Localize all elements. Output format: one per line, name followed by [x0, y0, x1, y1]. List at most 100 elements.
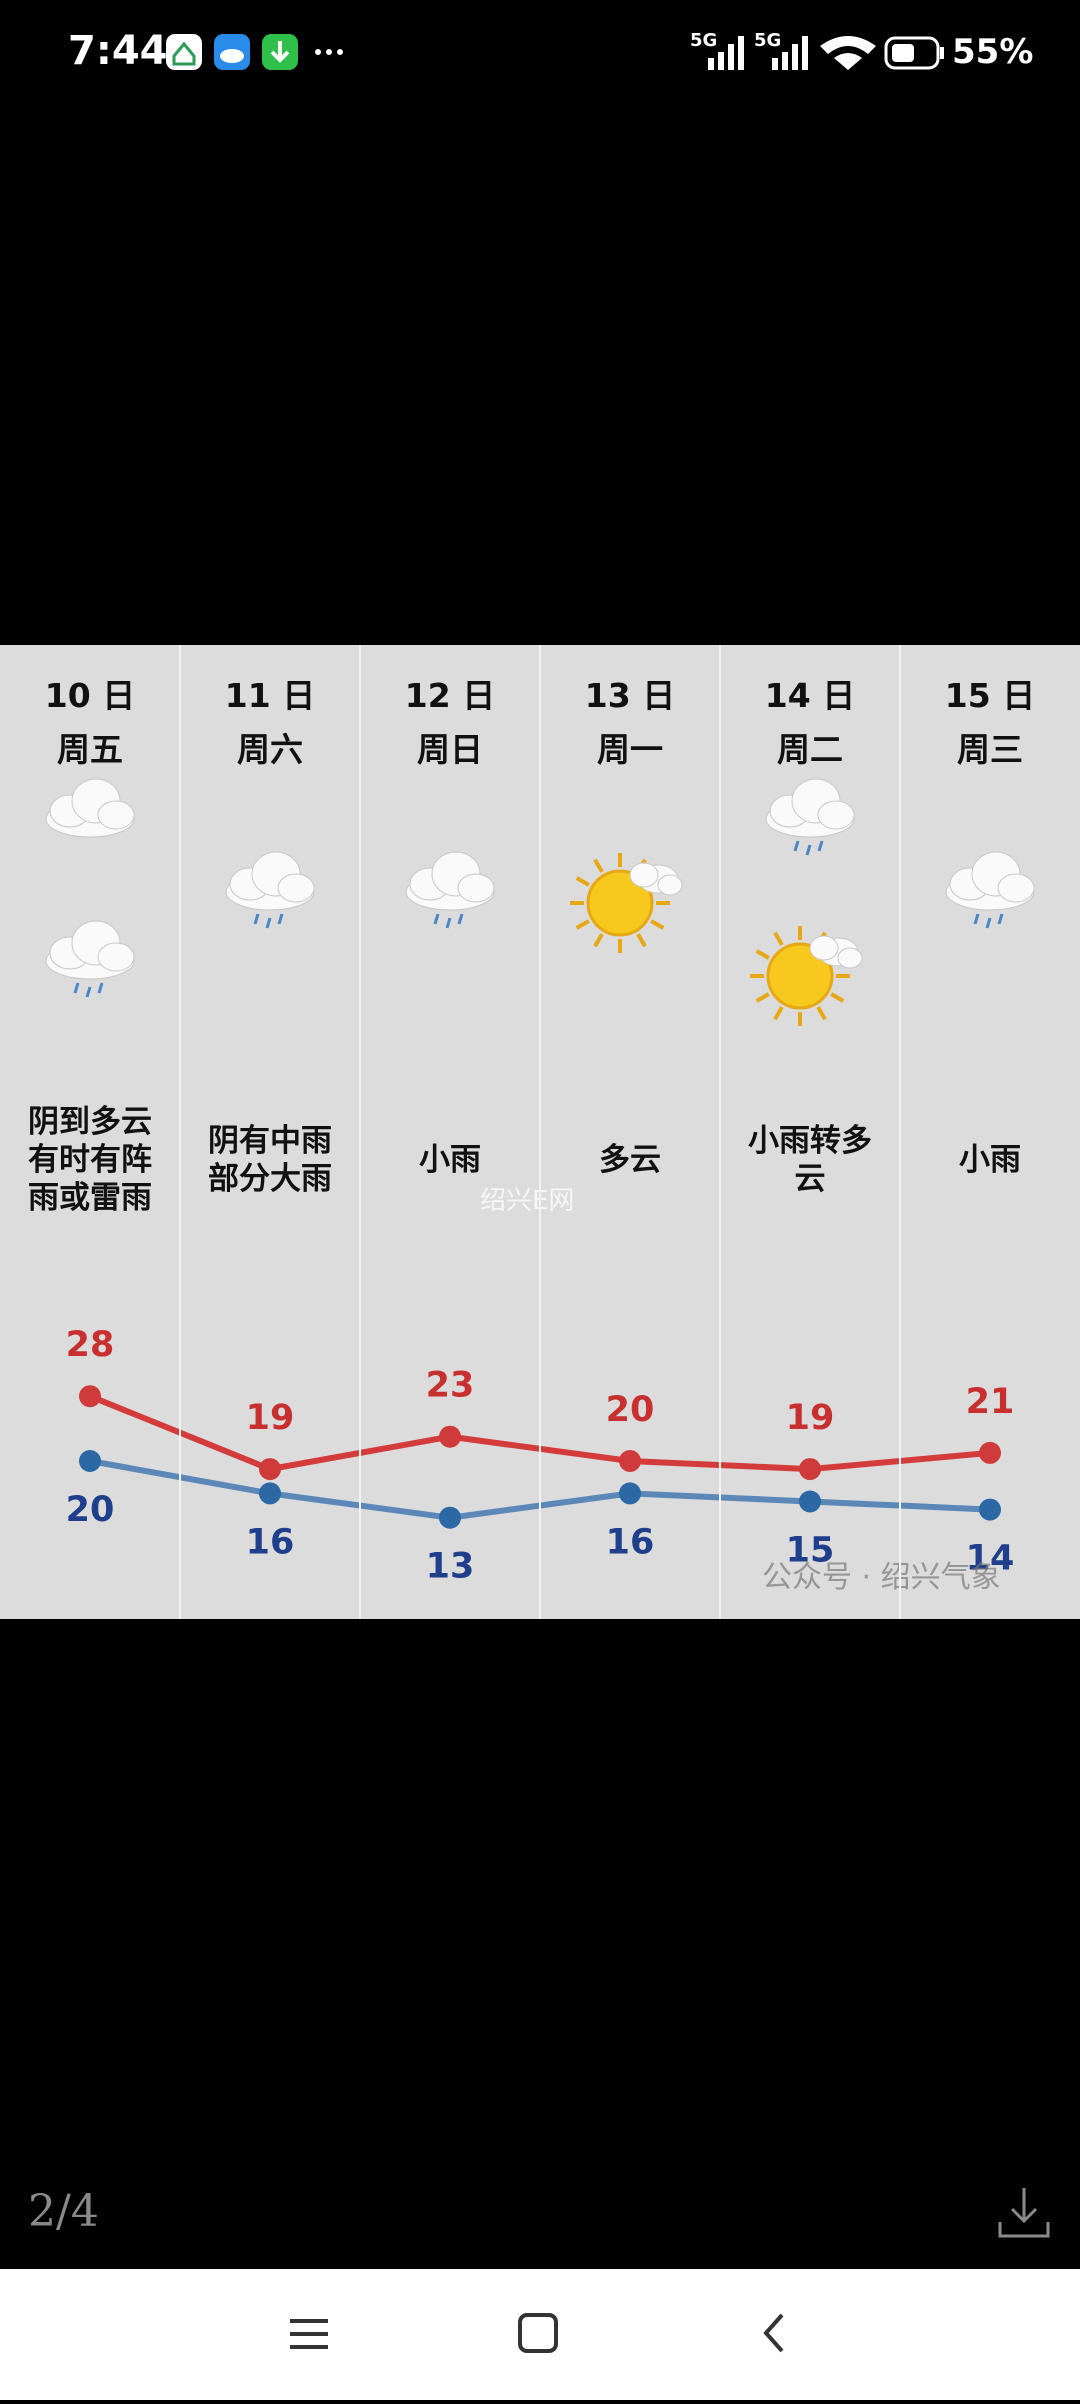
column-divider: [359, 645, 361, 1619]
low-temp-label: 20: [66, 1490, 115, 1530]
sun-ray: [755, 992, 770, 1003]
rain-cloud-icon: [945, 851, 1035, 929]
status-bar: 7:44 5G 5G 55%: [0, 0, 1080, 110]
low-temp-label: 13: [426, 1547, 475, 1587]
sun-ray: [636, 933, 647, 948]
high-temp-point: [259, 1458, 281, 1481]
rain-drop: [973, 913, 980, 925]
sun-cloud-icon: [750, 926, 863, 1026]
clock: 7:44: [68, 28, 168, 74]
day-description: 小雨: [419, 1142, 481, 1178]
sun-ray: [773, 931, 784, 946]
sun: [766, 942, 834, 1010]
high-temp-label: 21: [966, 1382, 1015, 1422]
high-temp-label: 19: [786, 1398, 835, 1438]
high-temp-point: [439, 1425, 461, 1448]
high-temp-label: 28: [66, 1325, 115, 1365]
day-description: 阴到多云有时有阵雨或雷雨: [28, 1104, 152, 1216]
low-temp-point: [619, 1482, 641, 1505]
day-description: 多云: [599, 1142, 661, 1178]
sun: [586, 869, 654, 937]
high-temp-point: [619, 1450, 641, 1472]
page-counter: 2/4: [28, 2186, 99, 2237]
day-date: 12 日: [404, 676, 496, 715]
low-temp-point: [799, 1490, 821, 1513]
sun-ray: [575, 876, 590, 887]
rain-cloud-icon: [225, 851, 315, 929]
sun-ray: [830, 992, 845, 1003]
high-temp-label: 23: [426, 1366, 475, 1406]
rain-drop: [253, 913, 260, 925]
low-temp-point: [439, 1506, 461, 1529]
watermark: 公众号 · 绍兴气象: [762, 1560, 1001, 1595]
rain-drop: [997, 913, 1004, 925]
network-type: 5G: [754, 30, 782, 51]
rain-drop: [457, 913, 464, 925]
cloud-part: [629, 862, 659, 888]
day-weekday: 周五: [57, 730, 123, 769]
cloud-part: [809, 935, 839, 961]
column-divider: [899, 645, 901, 1619]
download-button[interactable]: [994, 2182, 1054, 2242]
low-temp-point: [79, 1450, 101, 1472]
cloud-part: [277, 873, 315, 903]
cloud-part: [817, 800, 855, 830]
high-temp-label: 19: [246, 1398, 295, 1438]
back-button[interactable]: [763, 2313, 784, 2353]
rain-drop: [817, 840, 824, 852]
home-button[interactable]: [518, 2313, 558, 2353]
day-date: 15 日: [944, 676, 1036, 715]
high-temp-point: [799, 1458, 821, 1481]
high-temp-point: [79, 1385, 101, 1408]
rain-drop: [265, 917, 272, 929]
low-temp-label: 16: [246, 1522, 295, 1562]
sun-ray: [650, 919, 665, 930]
day-description: 小雨: [959, 1142, 1021, 1178]
watermark: 绍兴E网: [480, 1186, 575, 1216]
rain-cloud-icon: [45, 920, 135, 998]
day-weekday: 周一: [597, 730, 663, 769]
cloud-icon: [45, 778, 135, 838]
sun-ray: [593, 933, 604, 948]
day-date: 14 日: [764, 676, 856, 715]
cloud-part: [657, 874, 683, 896]
rain-drop: [445, 917, 452, 929]
notification-icons: [166, 34, 343, 70]
forecast-image: 20 16 13 16 15 14 28 19 23 20 19 21 绍兴E网 公众号 · 绍兴气象…: [0, 645, 1080, 1619]
day-weekday: 周日: [417, 730, 483, 769]
cloud-part: [457, 873, 495, 903]
rain-drop: [73, 982, 80, 994]
sun-cloud-icon: [570, 853, 683, 953]
sun-ray: [816, 1006, 827, 1021]
column-divider: [539, 645, 541, 1619]
sun-ray: [755, 949, 770, 960]
high-temp-label: 20: [606, 1390, 655, 1430]
day-weekday: 周二: [777, 730, 843, 769]
sun-ray: [773, 1006, 784, 1021]
navigation-bar: [0, 2269, 1080, 2400]
day-date: 11 日: [224, 676, 316, 715]
battery-level: 55%: [952, 32, 1034, 72]
low-temp-label: 15: [786, 1531, 835, 1571]
rain-drop: [85, 986, 92, 998]
low-temp-point: [979, 1498, 1001, 1521]
menu-button[interactable]: [290, 2319, 328, 2349]
cloud-part: [997, 873, 1035, 903]
low-temp-point: [259, 1482, 281, 1505]
rain-drop: [985, 917, 992, 929]
day-date: 13 日: [584, 676, 676, 715]
cloud-part: [97, 800, 135, 830]
sun-ray: [575, 919, 590, 930]
column-divider: [179, 645, 181, 1619]
high-temp-point: [979, 1441, 1001, 1464]
sun-ray: [593, 858, 604, 873]
low-temp-label: 14: [966, 1539, 1015, 1579]
signal-icons: [708, 36, 944, 70]
rain-drop: [793, 840, 800, 852]
network-type: 5G: [690, 30, 718, 51]
column-divider: [719, 645, 721, 1619]
day-description: 小雨转多云: [748, 1123, 872, 1197]
day-date: 10 日: [44, 676, 136, 715]
rain-drop: [433, 913, 440, 925]
